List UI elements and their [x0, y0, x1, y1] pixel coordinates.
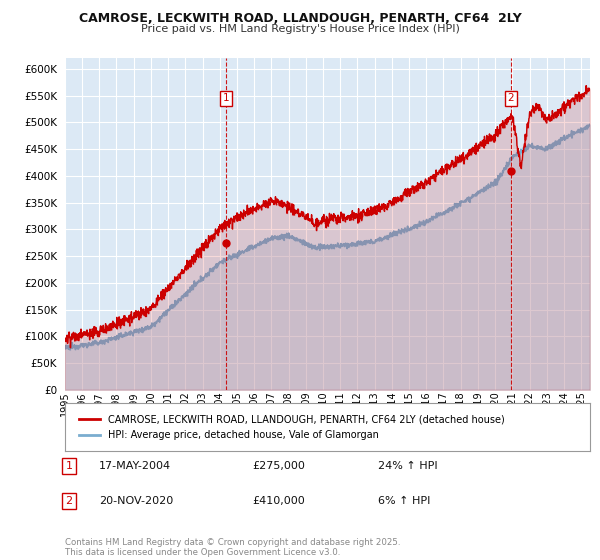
Text: 1: 1 — [65, 461, 73, 471]
Text: 20-NOV-2020: 20-NOV-2020 — [99, 496, 173, 506]
Text: 6% ↑ HPI: 6% ↑ HPI — [378, 496, 430, 506]
Text: 24% ↑ HPI: 24% ↑ HPI — [378, 461, 437, 471]
Text: CAMROSE, LECKWITH ROAD, LLANDOUGH, PENARTH, CF64  2LY: CAMROSE, LECKWITH ROAD, LLANDOUGH, PENAR… — [79, 12, 521, 25]
Legend: CAMROSE, LECKWITH ROAD, LLANDOUGH, PENARTH, CF64 2LY (detached house), HPI: Aver: CAMROSE, LECKWITH ROAD, LLANDOUGH, PENAR… — [75, 410, 509, 444]
Text: £275,000: £275,000 — [252, 461, 305, 471]
Text: 17-MAY-2004: 17-MAY-2004 — [99, 461, 171, 471]
Text: 2: 2 — [65, 496, 73, 506]
Text: 1: 1 — [223, 94, 229, 104]
Text: 2: 2 — [508, 94, 514, 104]
Text: Contains HM Land Registry data © Crown copyright and database right 2025.
This d: Contains HM Land Registry data © Crown c… — [65, 538, 400, 557]
Text: £410,000: £410,000 — [252, 496, 305, 506]
Text: Price paid vs. HM Land Registry's House Price Index (HPI): Price paid vs. HM Land Registry's House … — [140, 24, 460, 34]
